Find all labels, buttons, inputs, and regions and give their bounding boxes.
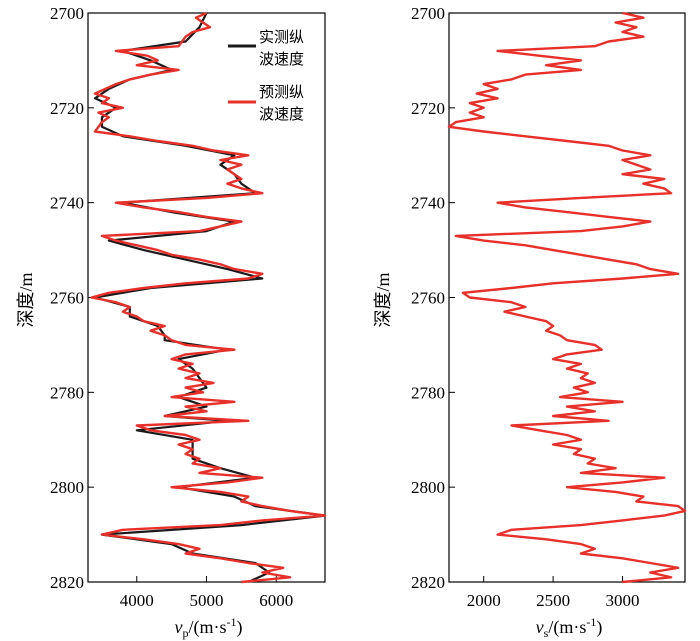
y-tick-label: 2760 bbox=[50, 289, 84, 308]
y-tick-label: 2700 bbox=[50, 4, 84, 23]
legend-label-predicted-line2: 波速度 bbox=[259, 105, 304, 123]
x-axis-label-right: vs/(m·s-1) bbox=[536, 615, 603, 640]
x-axis-right: 2000 2500 3000 bbox=[467, 576, 640, 610]
x-tick-label: 2000 bbox=[467, 591, 501, 610]
x-axis-label-subscript: p bbox=[183, 626, 189, 640]
x-axis-label-exponent: -1 bbox=[227, 615, 237, 629]
y-axis-right: 2700 2720 2740 2760 2780 2800 2820 bbox=[411, 4, 455, 592]
chart-left-vp: 2700 2720 2740 2760 2780 2800 2820 4000 5000 600… bbox=[16, 4, 327, 640]
x-axis-label-unit: /(m·s bbox=[548, 617, 586, 638]
series-group-left bbox=[90, 11, 327, 584]
series-line-0-1 bbox=[90, 11, 327, 584]
y-tick-label: 2820 bbox=[50, 573, 84, 592]
y-axis-label-right: 深度/m bbox=[373, 272, 393, 327]
series-line-1-0 bbox=[447, 11, 687, 584]
legend: 实测纵 波速度 预测纵 波速度 bbox=[228, 28, 304, 123]
chart-right-vs: 2700 2720 2740 2760 2780 2800 2820 2000 2500 300… bbox=[373, 4, 687, 640]
x-axis-label-subscript: s bbox=[544, 626, 549, 640]
x-axis-label-close: ) bbox=[596, 617, 602, 638]
y-tick-label: 2800 bbox=[50, 478, 84, 497]
y-tick-label: 2760 bbox=[411, 289, 445, 308]
y-axis-label-left: 深度/m bbox=[16, 272, 36, 327]
x-axis-label-left: vp/(m·s-1) bbox=[175, 615, 243, 640]
y-tick-label: 2820 bbox=[411, 573, 445, 592]
x-axis-label-close: ) bbox=[237, 617, 243, 638]
x-tick-label: 5000 bbox=[190, 591, 224, 610]
legend-label-measured-line2: 波速度 bbox=[259, 50, 304, 68]
x-axis-label-unit: /(m·s bbox=[189, 617, 227, 638]
plot-frame-right bbox=[448, 12, 686, 583]
x-tick-label: 6000 bbox=[259, 591, 293, 610]
y-tick-label: 2740 bbox=[411, 194, 445, 213]
y-tick-label: 2720 bbox=[50, 99, 84, 118]
x-tick-label: 3000 bbox=[606, 591, 640, 610]
y-tick-label: 2800 bbox=[411, 478, 445, 497]
x-tick-label: 2500 bbox=[536, 591, 570, 610]
x-axis-label-symbol: v bbox=[536, 617, 544, 637]
series-group-right bbox=[447, 11, 687, 584]
y-tick-label: 2700 bbox=[411, 4, 445, 23]
y-tick-label: 2780 bbox=[50, 383, 84, 402]
x-axis-left: 4000 5000 6000 bbox=[120, 576, 293, 610]
legend-label-predicted-line1: 预测纵 bbox=[259, 83, 304, 101]
y-tick-label: 2740 bbox=[50, 194, 84, 213]
x-axis-label-symbol: v bbox=[175, 617, 183, 637]
y-tick-label: 2720 bbox=[411, 99, 445, 118]
y-tick-label: 2780 bbox=[411, 383, 445, 402]
x-tick-label: 4000 bbox=[120, 591, 154, 610]
legend-label-measured-line1: 实测纵 bbox=[259, 28, 304, 46]
x-axis-label-exponent: -1 bbox=[586, 615, 596, 629]
y-axis-left: 2700 2720 2740 2760 2780 2800 2820 bbox=[50, 4, 94, 592]
